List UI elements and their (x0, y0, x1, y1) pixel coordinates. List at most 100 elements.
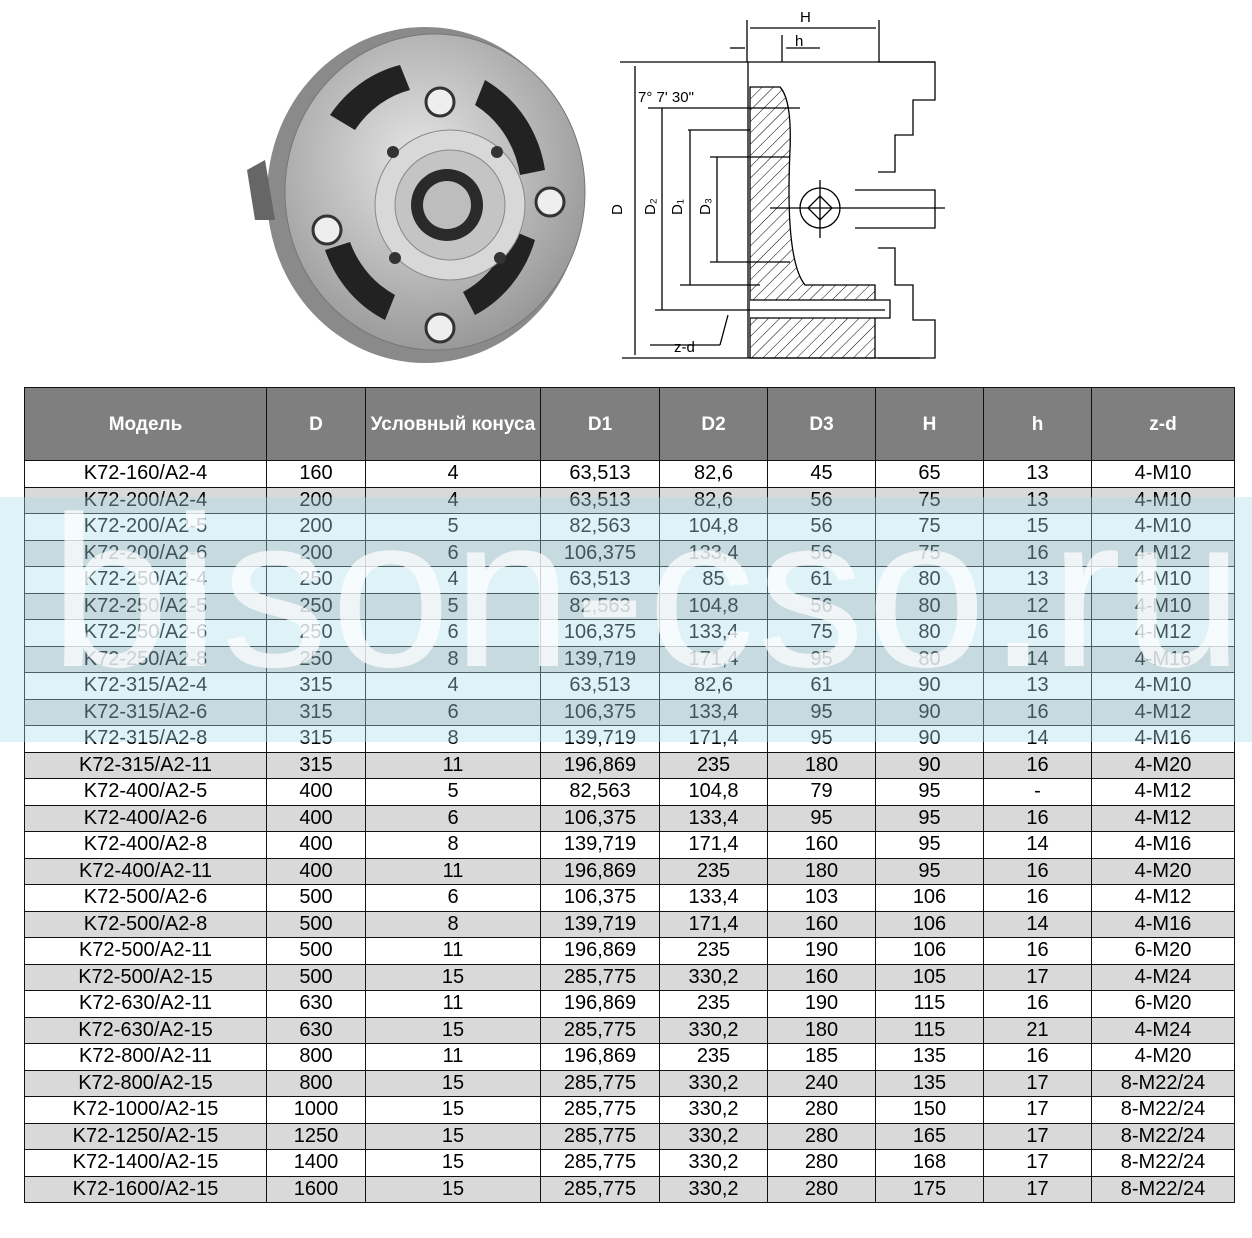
column-header: z-d (1091, 387, 1235, 461)
table-cell: 171,4 (659, 725, 768, 753)
table-cell: 196,869 (540, 751, 660, 779)
table-cell: K72-315/A2-11 (24, 751, 267, 779)
table-cell: 4-M12 (1091, 698, 1235, 726)
table-cell: 630 (266, 990, 366, 1018)
table-cell: K72-800/A2-11 (24, 1043, 267, 1071)
label-h: h (795, 33, 803, 50)
table-cell: 85 (659, 566, 768, 594)
table-cell: 13 (983, 566, 1092, 594)
table-cell: 171,4 (659, 645, 768, 673)
table-cell: 240 (767, 1069, 876, 1097)
column-header: D1 (540, 387, 660, 461)
table-cell: 15 (365, 963, 541, 991)
table-cell: 14 (983, 910, 1092, 938)
table-cell: 16 (983, 698, 1092, 726)
table-cell: 4-M10 (1091, 672, 1235, 700)
label-angle: 7° 7' 30" (638, 89, 694, 106)
table-cell: 95 (767, 804, 876, 832)
table-row: K72-1250/A2-15 1250 15 285,775 330,2 280 165 17… (24, 1122, 1235, 1150)
table-cell: 800 (266, 1043, 366, 1071)
table-cell: 11 (365, 990, 541, 1018)
table-cell: 6 (365, 884, 541, 912)
table-cell: 285,775 (540, 1122, 660, 1150)
table-cell: 106,375 (540, 804, 660, 832)
table-cell: 21 (983, 1016, 1092, 1044)
table-cell: 8-M22/24 (1091, 1175, 1235, 1203)
table-cell: 8 (365, 645, 541, 673)
table-cell: 16 (983, 857, 1092, 885)
table-cell: 75 (875, 539, 984, 567)
table-cell: 400 (266, 804, 366, 832)
table-cell: 285,775 (540, 1149, 660, 1177)
table-cell: 133,4 (659, 539, 768, 567)
table-cell: 330,2 (659, 963, 768, 991)
table-cell: 196,869 (540, 857, 660, 885)
table-row: K72-250/A2-5 250 5 82,563 104,8 56 80 12 4-M10 (24, 592, 1235, 620)
table-cell: K72-315/A2-8 (24, 725, 267, 753)
table-cell: 17 (983, 1069, 1092, 1097)
table-cell: 1600 (266, 1175, 366, 1203)
table-cell: 106,375 (540, 619, 660, 647)
table-cell: 15 (365, 1096, 541, 1124)
table-cell: 106,375 (540, 698, 660, 726)
table-row: K72-400/A2-11 400 11 196,869 235 180 95 16 4-M20 (24, 857, 1235, 885)
table-cell: 168 (875, 1149, 984, 1177)
table-cell: 16 (983, 619, 1092, 647)
column-header: D2 (659, 387, 768, 461)
table-cell: 8-M22/24 (1091, 1122, 1235, 1150)
table-cell: 13 (983, 672, 1092, 700)
table-cell: 105 (875, 963, 984, 991)
table-cell: - (983, 778, 1092, 806)
table-cell: 139,719 (540, 831, 660, 859)
table-cell: 4-M12 (1091, 778, 1235, 806)
table-cell: 4-M16 (1091, 645, 1235, 673)
table-cell: 400 (266, 857, 366, 885)
table-cell: 4-M10 (1091, 513, 1235, 541)
table-cell: 285,775 (540, 963, 660, 991)
table-cell: 4-M24 (1091, 963, 1235, 991)
table-cell: 15 (365, 1149, 541, 1177)
label-D2: D₂ (642, 198, 659, 215)
table-cell: 11 (365, 1043, 541, 1071)
table-cell: 4 (365, 486, 541, 514)
table-cell: 90 (875, 751, 984, 779)
table-cell: 15 (983, 513, 1092, 541)
table-cell: 285,775 (540, 1016, 660, 1044)
table-cell: 17 (983, 1149, 1092, 1177)
column-header: Модель (24, 387, 267, 461)
table-row: K72-1000/A2-15 1000 15 285,775 330,2 280 150 17… (24, 1096, 1235, 1124)
table-row: K72-160/A2-4 160 4 63,513 82,6 45 65 13 4-M10 (24, 460, 1235, 488)
table-cell: 160 (266, 460, 366, 488)
table-cell: 4-M20 (1091, 1043, 1235, 1071)
table-cell: 235 (659, 857, 768, 885)
table-cell: 75 (875, 513, 984, 541)
table-row: K72-250/A2-8 250 8 139,719 171,4 95 80 14 4-M16 (24, 645, 1235, 673)
table-cell: 5 (365, 513, 541, 541)
table-cell: 330,2 (659, 1175, 768, 1203)
table-row: K72-200/A2-6 200 6 106,375 133,4 56 75 16 4-M12 (24, 539, 1235, 567)
table-cell: K72-160/A2-4 (24, 460, 267, 488)
table-cell: 160 (767, 963, 876, 991)
table-cell: 4-M20 (1091, 857, 1235, 885)
table-cell: K72-1600/A2-15 (24, 1175, 267, 1203)
table-cell: 75 (767, 619, 876, 647)
table-cell: K72-315/A2-4 (24, 672, 267, 700)
table-cell: 95 (875, 804, 984, 832)
table-row: K72-800/A2-11 800 11 196,869 235 185 135 16 4-M2… (24, 1043, 1235, 1071)
table-cell: 196,869 (540, 937, 660, 965)
table-cell: 56 (767, 592, 876, 620)
table-cell: 106,375 (540, 884, 660, 912)
table-cell: 196,869 (540, 990, 660, 1018)
table-row: K72-315/A2-4 315 4 63,513 82,6 61 90 13 4-M10 (24, 672, 1235, 700)
table-row: K72-200/A2-4 200 4 63,513 82,6 56 75 13 4-M10 (24, 486, 1235, 514)
table-cell: 500 (266, 937, 366, 965)
table-cell: 8 (365, 831, 541, 859)
table-cell: 4-M16 (1091, 725, 1235, 753)
table-cell: 235 (659, 751, 768, 779)
table-cell: 56 (767, 513, 876, 541)
table-cell: 82,563 (540, 592, 660, 620)
table-cell: 4-M16 (1091, 910, 1235, 938)
table-cell: K72-400/A2-6 (24, 804, 267, 832)
